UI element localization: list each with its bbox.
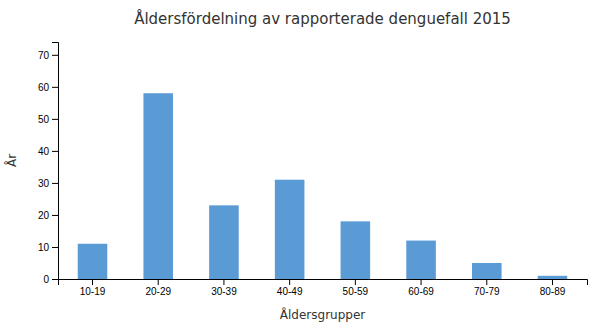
y-tick-mark [52, 87, 58, 88]
bar [143, 93, 173, 279]
x-tick: 10-19 [80, 279, 106, 297]
y-tick: 60 [38, 82, 58, 93]
y-tick: 70 [38, 50, 58, 61]
y-axis-line [52, 43, 59, 280]
x-tick-mark [223, 279, 224, 285]
x-tick-label: 60-69 [408, 286, 434, 297]
y-tick-mark [52, 119, 58, 120]
y-tick-label: 60 [38, 82, 50, 93]
x-tick-mark [552, 279, 553, 285]
y-tick: 0 [43, 274, 58, 285]
x-axis-line [59, 280, 588, 286]
y-tick: 20 [38, 210, 58, 221]
title: Åldersfördelning av rapporterade denguef… [134, 9, 511, 28]
x-tick: 80-89 [540, 279, 566, 297]
x-tick-mark [92, 279, 93, 285]
y-tick-mark [52, 55, 58, 56]
x-tick-label: 80-89 [540, 286, 566, 297]
x-tick: 70-79 [474, 279, 500, 297]
chart-container: 0 10 20 30 40 50 60 70 10-19 20-29 30-39 40-49 50-59… [0, 0, 605, 331]
x-tick: 40-49 [277, 279, 303, 297]
y-tick: 50 [38, 114, 58, 125]
y-axis: 0 10 20 30 40 50 60 70 [38, 43, 59, 285]
y-tick: 10 [38, 242, 58, 253]
x-tick-mark [486, 279, 487, 285]
x-axis-title: Åldersgrupper [280, 307, 366, 322]
y-axis-title: År [4, 154, 19, 167]
bars [78, 93, 568, 279]
bar [209, 205, 239, 279]
y-tick-mark [52, 183, 58, 184]
y-tick: 30 [38, 178, 58, 189]
y-tick-label: 20 [38, 210, 50, 221]
bar [406, 241, 436, 279]
x-tick-mark [158, 279, 159, 285]
y-tick-label: 70 [38, 50, 50, 61]
bar [538, 276, 568, 279]
x-tick-label: 20-29 [145, 286, 171, 297]
y-tick-label: 30 [38, 178, 50, 189]
x-tick-mark [355, 279, 356, 285]
y-tick-label: 50 [38, 114, 50, 125]
y-tick-label: 40 [38, 146, 50, 157]
bar [472, 263, 502, 279]
x-tick-mark [421, 279, 422, 285]
y-tick-mark [52, 279, 58, 280]
y-tick-mark [52, 247, 58, 248]
x-tick: 30-39 [211, 279, 237, 297]
bar [78, 244, 108, 279]
x-tick-label: 70-79 [474, 286, 500, 297]
x-tick: 60-69 [408, 279, 434, 297]
x-tick-label: 30-39 [211, 286, 237, 297]
x-tick-label: 40-49 [277, 286, 303, 297]
y-tick-mark [52, 215, 58, 216]
chart: 0 10 20 30 40 50 60 70 10-19 20-29 30-39 40-49 50-59… [0, 0, 605, 331]
y-tick: 40 [38, 146, 58, 157]
y-tick-label: 10 [38, 242, 50, 253]
x-tick-label: 10-19 [80, 286, 106, 297]
x-tick: 20-29 [145, 279, 171, 297]
bar [341, 221, 371, 279]
y-tick-label: 0 [43, 274, 49, 285]
x-tick-mark [289, 279, 290, 285]
x-tick: 50-59 [343, 279, 369, 297]
x-tick-label: 50-59 [343, 286, 369, 297]
plot: 0 10 20 30 40 50 60 70 10-19 20-29 30-39 40-49 50-59… [38, 43, 588, 298]
bar [275, 180, 305, 279]
x-axis: 10-19 20-29 30-39 40-49 50-59 60-69 70-79 80-89 [59, 279, 588, 297]
y-tick-mark [52, 151, 58, 152]
